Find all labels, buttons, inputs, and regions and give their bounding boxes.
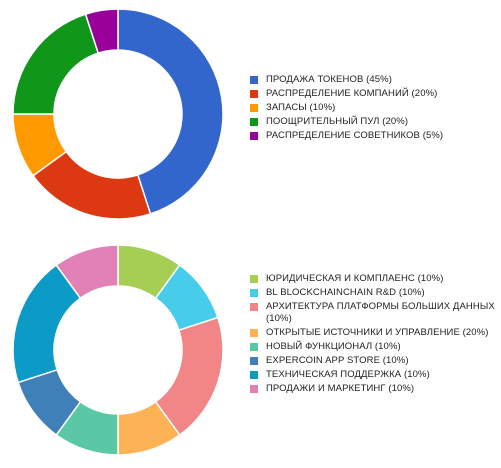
chart2-legend-item-6[interactable]: EXPERCOIN APP STORE (10%) — [250, 355, 495, 367]
legend-swatch — [250, 289, 258, 297]
legend-swatch — [250, 275, 258, 283]
legend-label: BL BLOCKCHAINCHAIN R&D (10%) — [266, 287, 425, 298]
chart2-legend-item-4[interactable]: ОТКРЫТЫЕ ИСТОЧНИКИ И УПРАВЛЕНИЕ (20%) — [250, 327, 495, 339]
chart2-legend-item-5[interactable]: НОВЫЙ ФУНКЦИОНАЛ (10%) — [250, 341, 495, 353]
legend-swatch — [250, 329, 258, 337]
legend-swatch — [250, 303, 258, 311]
legend-swatch — [250, 357, 258, 365]
legend-swatch — [250, 76, 258, 84]
chart2-legend-item-3[interactable]: АРХИТЕКТУРА ПЛАТФОРМЫ БОЛЬШИХ ДАННЫХ (10… — [250, 301, 495, 325]
chart2-legend-item-7[interactable]: ТЕХНИЧЕСКАЯ ПОДДЕРЖКА (10%) — [250, 369, 495, 381]
chart2-slice-8[interactable] — [55, 244, 119, 300]
legend-swatch — [250, 343, 258, 351]
legend-swatch — [250, 371, 258, 379]
chart2-legend-item-1[interactable]: ЮРИДИЧЕСКАЯ И КОМПЛАЕНС (10%) — [250, 273, 495, 285]
legend-token-distribution: ПРОДАЖА ТОКЕНОВ (45%) РАСПРЕДЕЛЕНИЕ КОМПА… — [250, 74, 443, 144]
chart1-slice-5[interactable] — [84, 8, 119, 55]
chart1-legend-item-3[interactable]: ЗАПАСЫ (10%) — [250, 102, 443, 114]
legend-label: НОВЫЙ ФУНКЦИОНАЛ (10%) — [266, 341, 401, 352]
legend-label: ПООЩРИТЕЛЬНЫЙ ПУЛ (20%) — [266, 116, 409, 127]
legend-label: РАСПРЕДЕЛЕНИЕ СОВЕТНИКОВ (5%) — [266, 130, 444, 141]
legend-fund-allocation: ЮРИДИЧЕСКАЯ И КОМПЛАЕНС (10%) BL BLOCKCHA… — [250, 273, 495, 397]
legend-label: РАСПРЕДЕЛЕНИЕ КОМПАНИЙ (20%) — [266, 88, 438, 99]
chart1-legend-item-2[interactable]: РАСПРЕДЕЛЕНИЕ КОМПАНИЙ (20%) — [250, 88, 443, 100]
chart2-legend-item-2[interactable]: BL BLOCKCHAINCHAIN R&D (10%) — [250, 287, 495, 299]
chart1-legend-item-1[interactable]: ПРОДАЖА ТОКЕНОВ (45%) — [250, 74, 443, 86]
legend-swatch — [250, 104, 258, 112]
legend-swatch — [250, 385, 258, 393]
legend-label: ЗАПАСЫ (10%) — [266, 102, 336, 113]
legend-swatch — [250, 90, 258, 98]
legend-label: ПРОДАЖИ И МАРКЕТИНГ (10%) — [266, 383, 415, 394]
legend-label: EXPERCOIN APP STORE (10%) — [266, 355, 409, 366]
chart1-slice-4[interactable] — [12, 13, 100, 115]
legend-swatch — [250, 118, 258, 126]
chart2-legend-item-8[interactable]: ПРОДАЖИ И МАРКЕТИНГ (10%) — [250, 383, 495, 395]
chart1-legend-item-5[interactable]: РАСПРЕДЕЛЕНИЕ СОВЕТНИКОВ (5%) — [250, 130, 443, 142]
legend-swatch — [250, 132, 258, 140]
donut-chart-fund-allocation — [12, 244, 224, 456]
legend-label: АРХИТЕКТУРА ПЛАТФОРМЫ БОЛЬШИХ ДАННЫХ (10… — [266, 301, 495, 324]
legend-label: ЮРИДИЧЕСКАЯ И КОМПЛАЕНС (10%) — [266, 273, 444, 284]
legend-label: ОТКРЫТЫЕ ИСТОЧНИКИ И УПРАВЛЕНИЕ (20%) — [266, 327, 489, 338]
legend-label: ПРОДАЖА ТОКЕНОВ (45%) — [266, 74, 392, 85]
chart1-slice-1[interactable] — [117, 8, 224, 215]
legend-label: ТЕХНИЧЕСКАЯ ПОДДЕРЖКА (10%) — [266, 369, 430, 380]
chart1-legend-item-4[interactable]: ПООЩРИТЕЛЬНЫЙ ПУЛ (20%) — [250, 116, 443, 128]
donut-chart-token-distribution — [12, 8, 224, 220]
